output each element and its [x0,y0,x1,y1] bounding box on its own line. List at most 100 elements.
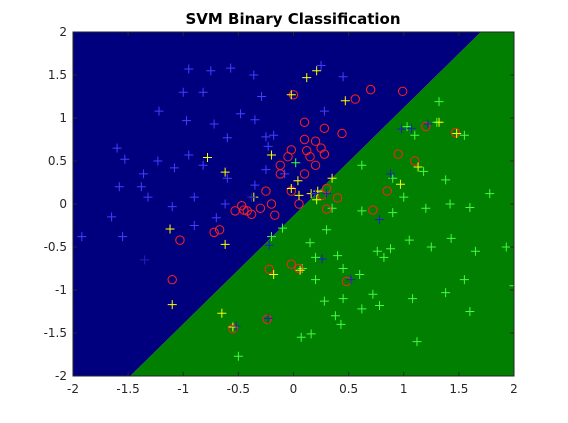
data-point-s3-7 [312,195,322,205]
data-point-s2-30 [393,149,403,159]
data-point-s0-6 [154,106,164,116]
data-point-s1-13 [327,203,337,213]
data-point-s3-9 [269,270,279,280]
x-tick-label-3: -0.5 [227,382,250,396]
data-point-s0-34 [250,180,260,190]
data-point-s3-18 [413,162,423,172]
x-tick-label-6: 1 [400,382,408,396]
data-point-s0-11 [250,115,260,125]
data-point-s2-22 [321,204,332,214]
data-point-s2-13 [299,134,310,145]
data-point-s1-1 [402,122,412,132]
data-point-s2-36 [286,259,296,269]
data-point-s4-4 [374,214,384,224]
x-tick-label-8: 2 [510,382,518,396]
scatter-markers [77,61,514,361]
data-point-s1-4 [459,130,469,140]
data-point-s0-37 [319,106,329,116]
data-point-s1-31 [319,296,329,306]
data-point-s1-32 [357,304,367,314]
data-point-s0-16 [153,156,163,166]
data-point-s4-10 [231,321,241,331]
data-point-s0-30 [189,221,199,230]
y-tick-label-0: -2 [55,369,67,383]
y-tick-label-2: -1 [55,283,67,297]
data-point-s0-32 [220,199,230,209]
x-tick-label-4: 0 [290,382,298,396]
y-axis: -2 -1.5 -1 -0.5 0 0.5 1 1.5 2 [44,25,514,383]
data-point-s1-20 [470,246,480,256]
data-point-s1-41 [306,329,316,339]
x-tick-label-5: 0.5 [339,382,358,396]
y-tick-label-6: 1 [59,111,67,125]
data-point-s2-40 [262,314,272,324]
x-tick-label-2: -1 [177,382,189,396]
decision-region-class-2 [130,32,514,376]
data-point-s0-26 [107,212,117,222]
data-point-s2-35 [264,264,274,275]
data-point-s0-3 [249,70,259,80]
data-point-s1-51 [441,175,451,185]
y-tick-label-5: 0.5 [48,154,67,168]
data-point-s1-23 [459,275,469,285]
y-tick-label-1: -1.5 [44,326,67,340]
data-point-s2-48 [294,263,304,274]
data-point-s3-23 [327,173,337,183]
data-point-s0-21 [222,173,232,183]
data-point-s0-25 [143,192,153,202]
data-point-s1-11 [388,208,398,218]
data-point-s0-22 [261,165,271,175]
data-point-s0-0 [184,64,194,74]
data-point-s0-36 [269,130,279,140]
data-point-s1-44 [465,307,475,316]
data-point-s1-47 [311,252,321,262]
data-point-s2-12 [286,145,296,155]
data-point-s1-24 [441,288,451,298]
data-point-s2-9 [261,186,271,196]
data-point-s1-45 [233,351,243,361]
data-point-s4-6 [346,275,356,285]
data-point-s0-18 [139,169,149,179]
data-point-s1-19 [446,233,456,243]
data-point-s3-5 [294,190,304,200]
x-tick-label-1: -1.5 [116,382,139,396]
data-point-s3-3 [266,150,276,160]
data-point-s2-46 [302,145,312,156]
data-point-s1-8 [445,199,455,209]
data-point-s2-6 [255,203,266,214]
data-point-s2-14 [310,136,321,146]
data-point-s1-14 [322,225,332,235]
data-point-s2-1 [214,225,225,235]
data-point-s1-10 [485,189,495,199]
data-point-s3-8 [295,265,305,275]
data-point-s0-27 [77,232,87,242]
data-point-s0-5 [178,87,188,97]
data-point-s3-19 [395,179,405,189]
data-point-s2-32 [382,186,392,196]
data-point-s1-21 [501,242,511,252]
y-tick-label-4: 0 [59,197,67,211]
data-point-s2-29 [450,127,461,138]
data-point-s1-33 [311,275,321,285]
data-point-s0-29 [167,202,177,212]
decision-region-class-1 [73,32,481,376]
data-point-s3-25 [293,176,303,186]
data-point-s4-3 [386,169,396,179]
data-point-s1-5 [419,166,429,176]
data-point-s4-11 [140,255,150,265]
data-point-s0-39 [316,61,326,71]
data-point-s3-0 [203,153,213,163]
data-point-s4-8 [264,240,274,250]
data-point-s4-12 [322,189,332,199]
data-point-s2-20 [319,123,330,134]
data-point-s2-37 [175,235,185,245]
data-point-s0-9 [236,109,246,119]
data-point-s1-0 [434,97,444,107]
y-tick-label-7: 1.5 [48,68,67,82]
data-point-s1-48 [338,264,348,273]
data-point-s1-22 [509,281,514,291]
data-point-s1-42 [296,332,306,342]
data-point-s2-23 [332,193,343,203]
data-point-s4-0 [397,124,407,134]
data-point-s0-10 [257,92,267,101]
